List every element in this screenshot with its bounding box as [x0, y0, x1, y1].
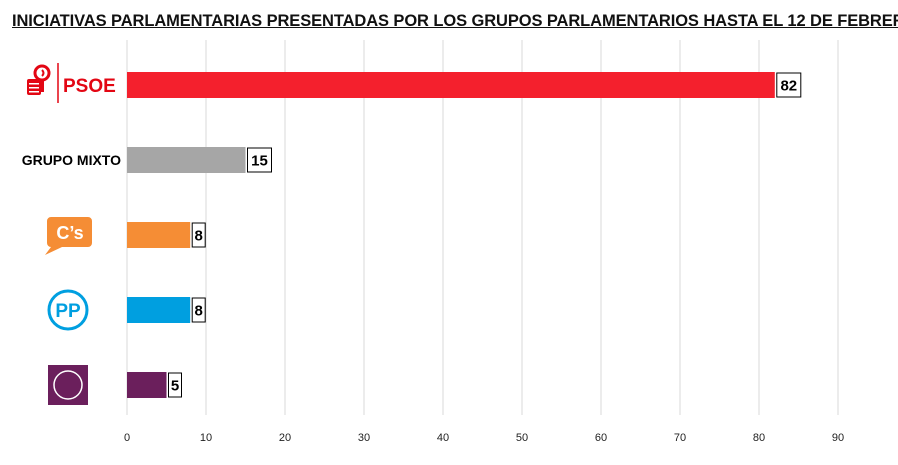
- data-label-box: [191, 222, 206, 248]
- x-tick-label: 70: [674, 432, 686, 444]
- psoe-wordmark: PSOE: [63, 76, 116, 97]
- x-tick-label: 20: [279, 432, 291, 444]
- cs-logo: C’s: [45, 217, 92, 255]
- bar: [127, 297, 191, 323]
- chart-title: INICIATIVAS PARLAMENTARIAS PRESENTADAS P…: [12, 12, 898, 30]
- data-label: 8: [195, 228, 203, 245]
- x-tick-label: 30: [358, 432, 370, 444]
- x-tick-label: 50: [516, 432, 528, 444]
- data-label-box: [776, 72, 802, 98]
- x-tick-label: 60: [595, 432, 607, 444]
- x-tick-label: 80: [753, 432, 765, 444]
- category-axis: PSOE GRUPO MIXTO C’s PP: [22, 63, 121, 405]
- bar: [127, 372, 167, 398]
- bars: [127, 72, 775, 398]
- podemos-logo: [48, 365, 88, 405]
- data-label: 15: [251, 153, 268, 170]
- pp-logo: PP: [47, 289, 89, 331]
- psoe-logo: PSOE: [27, 63, 116, 103]
- podemos-circle-icon: [53, 370, 83, 400]
- data-label-box: [191, 297, 206, 323]
- data-label: 8: [195, 303, 203, 320]
- value-labels: 82 15 8 8 5: [168, 72, 802, 398]
- bar: [127, 72, 775, 98]
- category-label: GRUPO MIXTO: [22, 152, 121, 168]
- pp-ring-icon: [47, 289, 89, 331]
- pp-wordmark: PP: [55, 301, 81, 322]
- x-tick-label: 90: [832, 432, 844, 444]
- x-tick-label: 10: [200, 432, 212, 444]
- x-tick-label: 40: [437, 432, 449, 444]
- data-label: 5: [171, 378, 179, 395]
- cs-wordmark: C’s: [56, 223, 83, 243]
- rose-fist-icon: [27, 64, 51, 95]
- speech-bubble-icon: [45, 217, 92, 255]
- x-tick-label: 0: [124, 432, 130, 444]
- bar: [127, 147, 246, 173]
- x-tick-labels: 0 10 20 30 40 50 60 70 80 90: [124, 432, 844, 444]
- data-label: 82: [780, 78, 797, 95]
- bar: [127, 222, 191, 248]
- data-label-box: [168, 372, 182, 398]
- data-label-box: [247, 147, 272, 173]
